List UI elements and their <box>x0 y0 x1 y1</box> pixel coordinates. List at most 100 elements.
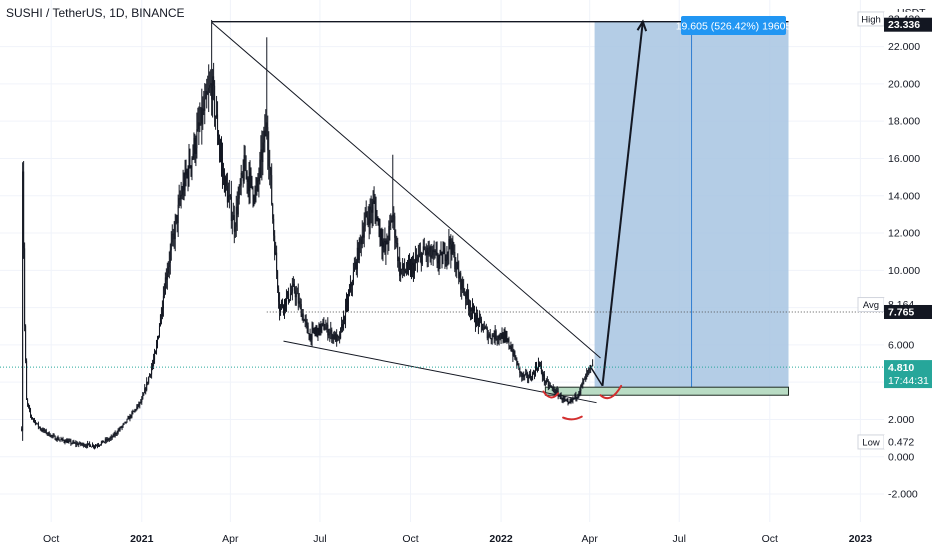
candle-body <box>432 249 434 256</box>
wedge-breakout-line[interactable] <box>589 365 604 387</box>
candle-body <box>165 277 167 280</box>
candle-body <box>311 328 313 340</box>
candle-body <box>284 299 286 306</box>
candle-body <box>221 158 223 171</box>
candle-body <box>354 261 356 268</box>
candle-body <box>445 259 447 261</box>
candle-body <box>404 270 406 272</box>
candle-body <box>133 410 135 412</box>
candle-body <box>457 262 459 270</box>
candle-body <box>499 334 501 338</box>
candle-body <box>437 261 439 264</box>
candle-body <box>47 432 49 434</box>
candle-body <box>158 326 160 336</box>
candle-body <box>365 211 367 218</box>
candle-body <box>414 258 416 264</box>
candle-body <box>68 440 70 442</box>
candle-body <box>212 76 214 100</box>
candle-body <box>380 229 382 241</box>
target-price-tag-value: 23.336 <box>888 19 920 31</box>
candle-body <box>53 435 55 437</box>
candle-body <box>269 166 271 168</box>
candle-body <box>297 293 299 304</box>
candle-body <box>361 234 363 245</box>
y-tick-label: 12.000 <box>888 228 920 240</box>
candle-body <box>572 397 574 401</box>
candle-body <box>226 185 228 203</box>
candle-body <box>117 430 119 434</box>
price-scale[interactable]: -2.0000.0002.0004.0006.0008.00010.00012.… <box>888 7 926 501</box>
candle-body <box>25 325 27 361</box>
candle-body <box>143 392 145 396</box>
candle-body <box>173 233 175 240</box>
candle-body <box>449 238 451 245</box>
candle-body <box>403 263 405 271</box>
candle-body <box>39 427 41 430</box>
candle-body <box>406 271 408 273</box>
candle-body <box>170 242 172 251</box>
candle-body <box>152 364 154 368</box>
time-scale[interactable]: Oct 2021 Apr Jul Oct 2022 Apr Jul Oct 2023 <box>43 533 872 545</box>
candle-body <box>148 377 150 383</box>
candle-body <box>217 114 219 137</box>
candle-body <box>62 438 64 441</box>
candle-body <box>419 253 421 255</box>
candle-body <box>279 301 281 312</box>
candle-body <box>175 215 177 221</box>
candle-body <box>197 122 199 130</box>
target-arrow[interactable] <box>601 21 644 387</box>
candle-body <box>278 288 280 302</box>
candle-body <box>417 256 419 260</box>
candle-body <box>97 445 99 447</box>
candle-body <box>250 172 252 176</box>
candle-body <box>562 397 564 400</box>
candle-body <box>473 309 475 322</box>
lower-trendline[interactable] <box>283 340 597 404</box>
candle-body <box>324 329 326 331</box>
candle-body <box>376 217 378 221</box>
candle-body <box>452 240 454 253</box>
candle-body <box>420 253 422 265</box>
y-tick-label: 2.000 <box>888 414 914 426</box>
candle-body <box>467 290 469 299</box>
candle-body <box>208 87 210 92</box>
candle-body <box>482 329 484 331</box>
candle-body <box>323 322 325 330</box>
candle-body <box>531 378 533 381</box>
candle-body <box>584 378 586 380</box>
candle-body <box>462 279 464 288</box>
price-scale-tags: High23.43023.336Avg8.1647.765Low0.4724.8… <box>857 11 932 450</box>
candle-body <box>222 170 224 174</box>
candle-body <box>282 302 284 307</box>
symbol-title[interactable]: SUSHI / TetherUS, 1D, BINANCE <box>6 6 185 20</box>
candle-body <box>138 404 140 406</box>
candle-body <box>157 335 159 339</box>
x-tick-label: Jul <box>313 533 326 545</box>
candle-body <box>316 328 318 331</box>
candle-body <box>322 322 324 324</box>
candle-body <box>339 337 341 339</box>
candle-body <box>350 283 352 287</box>
candle-body <box>85 445 87 447</box>
candle-body <box>580 385 582 391</box>
candle-body <box>488 334 490 336</box>
x-tick-label: Apr <box>581 533 598 545</box>
support-zone[interactable] <box>544 386 790 396</box>
target-label-text: 19.605 (526.42%) 19605 <box>676 21 792 33</box>
candle-body <box>211 83 213 100</box>
candle-body <box>489 334 491 339</box>
candle-body <box>92 444 94 447</box>
candle-body <box>506 337 508 341</box>
candle-body <box>91 446 93 448</box>
long-position-projection[interactable] <box>544 21 790 396</box>
candle-body <box>43 429 45 432</box>
candle-body <box>206 90 208 95</box>
candle-body <box>368 219 370 225</box>
y-tick-label: 10.000 <box>888 265 920 277</box>
candle-body <box>55 439 57 441</box>
candle-body <box>456 262 458 269</box>
upper-trendline[interactable] <box>211 21 601 359</box>
candle-body <box>83 443 85 447</box>
candle-body <box>466 290 468 299</box>
